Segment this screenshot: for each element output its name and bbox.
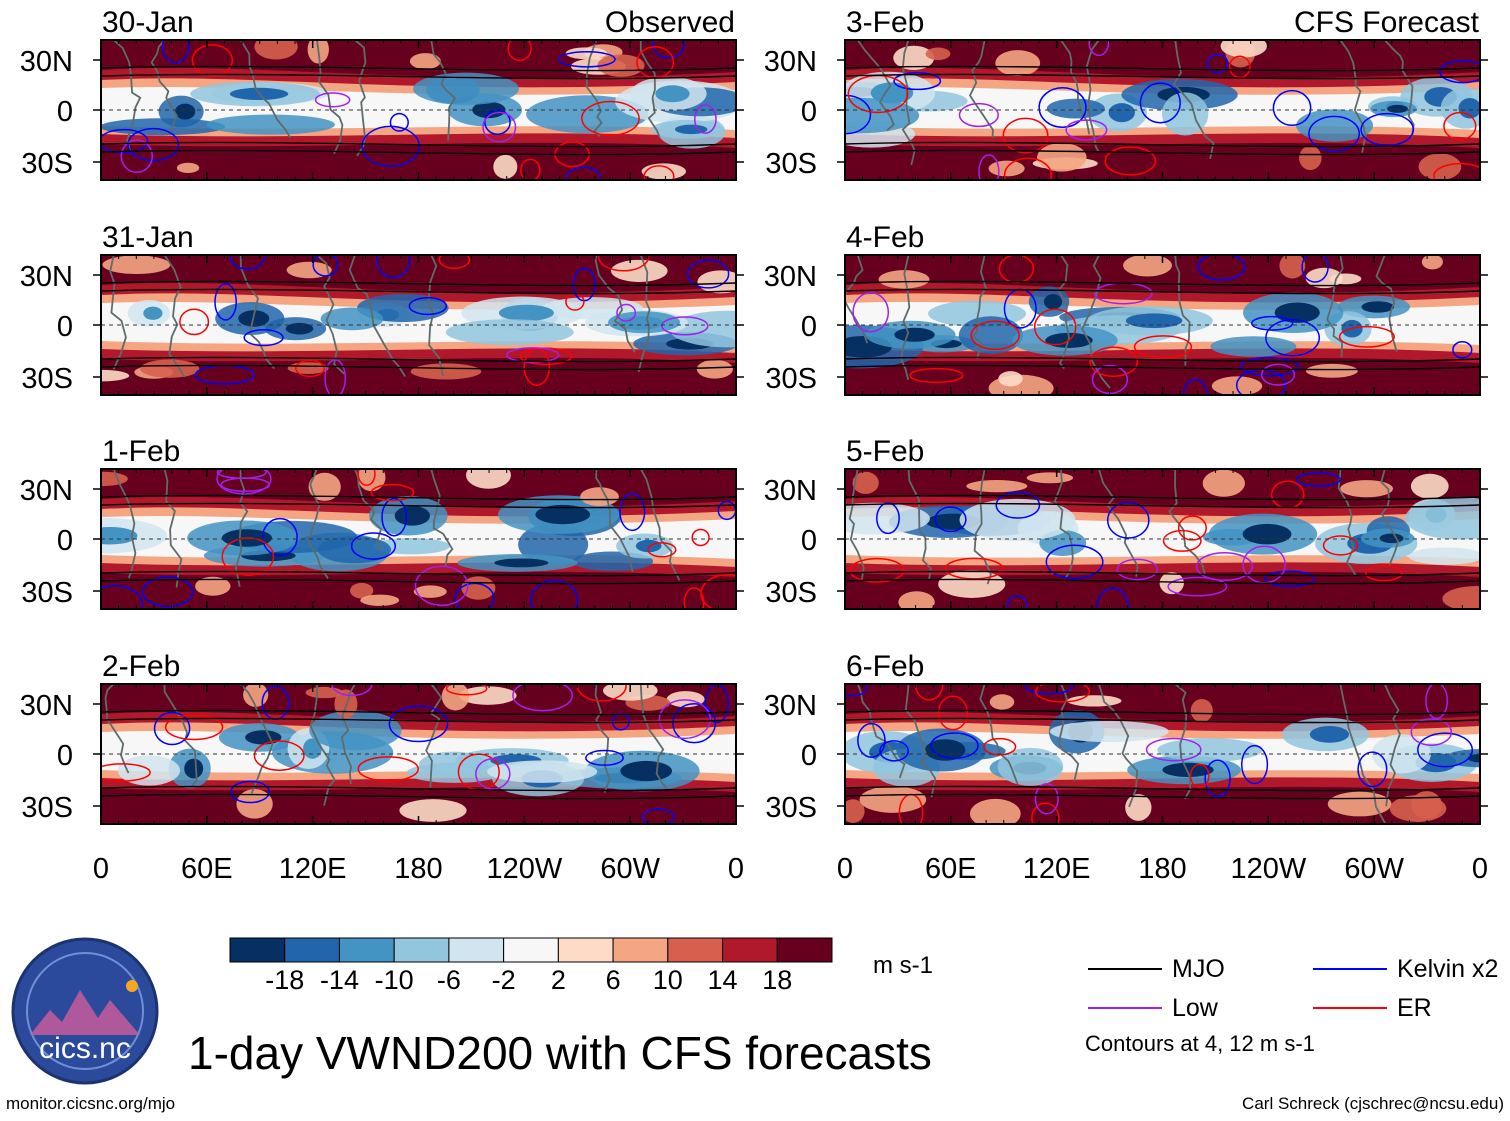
x-tick-label: 0 <box>1472 853 1488 885</box>
y-tick-label: 30N <box>20 46 73 78</box>
colorbar-label: -2 <box>492 965 516 995</box>
y-tick-label: 0 <box>801 96 817 128</box>
y-tick-label: 30S <box>21 363 73 395</box>
x-tick-label: 60W <box>1344 853 1404 885</box>
y-tick-label: 30N <box>20 690 73 722</box>
y-tick-label: 30S <box>765 792 817 824</box>
colorbar-label: 14 <box>708 965 738 995</box>
cics-logo: cics.nc <box>11 937 159 1085</box>
panel-date: 30-Jan <box>102 6 194 39</box>
panel-date: 4-Feb <box>846 221 924 254</box>
y-tick-label: 30S <box>765 577 817 609</box>
source-url[interactable]: monitor.cicsnc.org/mjo <box>6 1094 176 1113</box>
y-tick-label: 30N <box>764 46 817 78</box>
y-tick-label: 30S <box>21 792 73 824</box>
y-tick-label: 30N <box>764 690 817 722</box>
colorbar-swatch <box>776 937 833 963</box>
y-tick-label: 0 <box>801 525 817 557</box>
x-tick-label: 60E <box>181 853 233 885</box>
logo-sun <box>126 980 138 992</box>
legend-line <box>1088 968 1162 970</box>
axes-layer: 30N 0 30S 30-Jan Observed 30N 0 30S 31-Jan 30N 0 30… <box>20 6 1488 885</box>
x-tick-label: 180 <box>394 853 442 885</box>
map-panel-4-Feb <box>845 255 1480 395</box>
map-panel-5-Feb <box>845 469 1480 609</box>
legend-label: ER <box>1397 994 1432 1022</box>
author-credit: Carl Schreck (cjschrec@ncsu.edu) <box>1242 1094 1504 1113</box>
colorbar-label: 6 <box>606 965 621 995</box>
y-tick-label: 30N <box>764 475 817 507</box>
panel-date: 31-Jan <box>102 221 194 254</box>
colorbar: -18 -14 -10 -6 -2 2 6 10 14 18 <box>229 937 833 995</box>
y-tick-label: 30N <box>764 261 817 293</box>
map-panel-31-Jan <box>101 255 736 395</box>
colorbar-label: 10 <box>653 965 683 995</box>
colorbar-swatch <box>284 937 340 963</box>
legend-line <box>1088 1007 1162 1009</box>
x-tick-label: 0 <box>93 853 109 885</box>
legend-line <box>1313 1007 1387 1009</box>
x-tick-label: 120E <box>1023 853 1091 885</box>
contour-note: Contours at 4, 12 m s-1 <box>1085 1031 1315 1056</box>
legend-label: MJO <box>1172 955 1225 983</box>
map-panel-1-Feb <box>101 469 736 609</box>
panel-date: 3-Feb <box>846 6 924 39</box>
map-panel-30-Jan <box>101 40 736 180</box>
x-tick-label: 120W <box>486 853 562 885</box>
y-tick-label: 0 <box>57 311 73 343</box>
logo-mountains <box>30 990 140 1035</box>
y-tick-label: 30S <box>765 363 817 395</box>
map-panel-6-Feb <box>845 684 1480 824</box>
main-title: 1-day VWND200 with CFS forecasts <box>188 1027 932 1079</box>
y-tick-label: 30S <box>21 577 73 609</box>
x-tick-label: 60E <box>925 853 977 885</box>
x-tick-label: 0 <box>728 853 744 885</box>
colorbar-label: -18 <box>265 965 304 995</box>
y-tick-label: 30N <box>20 261 73 293</box>
colorbar-swatch <box>229 937 286 963</box>
x-tick-label: 0 <box>837 853 853 885</box>
x-tick-label: 120W <box>1230 853 1306 885</box>
legend-line <box>1313 968 1387 970</box>
column-header: Observed <box>605 6 735 39</box>
colorbar-label: -6 <box>437 965 461 995</box>
colorbar-units: m s-1 <box>873 952 933 979</box>
colorbar-swatch <box>722 937 778 963</box>
logo-ring <box>26 952 144 1070</box>
y-tick-label: 0 <box>57 525 73 557</box>
panel-date: 1-Feb <box>102 435 180 468</box>
colorbar-label: -14 <box>320 965 359 995</box>
colorbar-swatch <box>667 937 724 963</box>
colorbar-swatch <box>338 937 395 963</box>
colorbar-swatch <box>557 937 614 963</box>
y-tick-label: 0 <box>801 311 817 343</box>
colorbar-swatch <box>448 937 505 963</box>
map-panel-2-Feb <box>101 684 736 824</box>
legend-label: Low <box>1172 994 1218 1022</box>
y-tick-label: 0 <box>801 740 817 772</box>
legend-label: Kelvin x2 <box>1397 955 1499 983</box>
y-tick-label: 0 <box>57 96 73 128</box>
colorbar-label: 2 <box>551 965 566 995</box>
y-tick-label: 0 <box>57 740 73 772</box>
colorbar-label: 18 <box>762 965 792 995</box>
y-tick-label: 30S <box>765 148 817 180</box>
logo-name: cics.nc <box>39 1032 131 1065</box>
y-tick-label: 30N <box>20 475 73 507</box>
x-tick-label: 180 <box>1138 853 1186 885</box>
panel-date: 6-Feb <box>846 650 924 683</box>
map-panel-3-Feb <box>845 40 1480 180</box>
x-tick-label: 120E <box>279 853 347 885</box>
x-tick-label: 60W <box>600 853 660 885</box>
panels-layer <box>101 40 1480 824</box>
panel-date: 5-Feb <box>846 435 924 468</box>
panel-date: 2-Feb <box>102 650 180 683</box>
colorbar-label: -10 <box>375 965 414 995</box>
colorbar-swatch <box>393 937 450 963</box>
y-tick-label: 30S <box>21 148 73 180</box>
column-header: CFS Forecast <box>1294 6 1480 39</box>
colorbar-swatch <box>503 937 559 963</box>
colorbar-swatch <box>612 937 669 963</box>
